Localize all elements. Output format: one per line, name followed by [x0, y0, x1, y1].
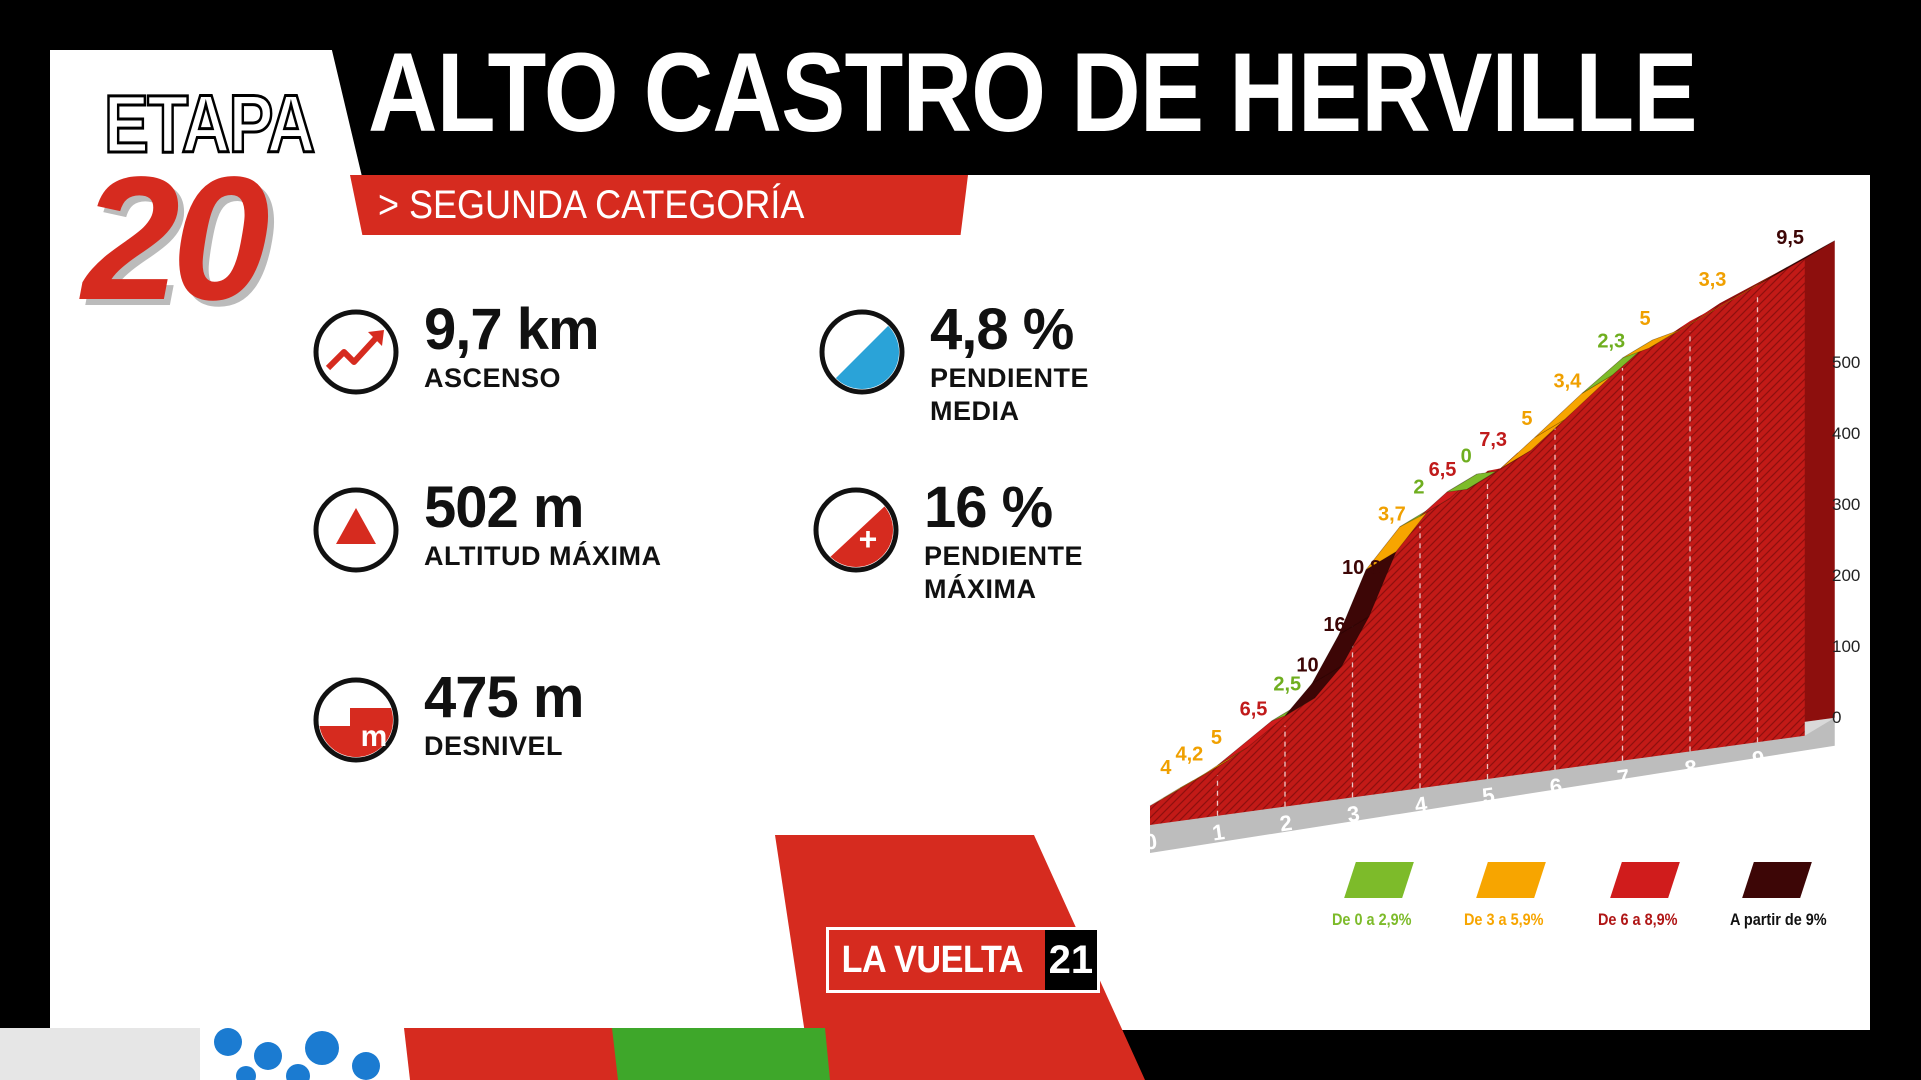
stat-elevation-gain-value: 475 m: [424, 665, 584, 730]
category-label: > SEGUNDA CATEGORÍA: [378, 183, 805, 227]
svg-text:m: m: [361, 720, 388, 753]
grade-label: 3,3: [1699, 269, 1727, 291]
grade-label: 10: [1296, 655, 1318, 677]
x-tick-label: 7: [1616, 764, 1632, 790]
grade-label: 0: [1461, 446, 1472, 468]
stat-elevation-gain-label: DESNIVEL: [424, 731, 564, 761]
svg-text:+: +: [859, 521, 878, 557]
stat-max-gradient-label-2: MÁXIMA: [924, 574, 1037, 604]
category-bar: > SEGUNDA CATEGORÍA: [350, 175, 968, 235]
grade-label: 2,5: [1273, 673, 1301, 695]
grade-label: 4: [1160, 757, 1172, 779]
stat-avg-gradient-label-2: MEDIA: [930, 396, 1020, 426]
grade-label: 4,2: [1175, 744, 1203, 766]
x-tick-label: 4: [1413, 791, 1429, 818]
legend-item-dark: A partir de 9%: [1730, 862, 1827, 929]
x-tick-label: 3: [1346, 801, 1362, 827]
profile-x-ticks: 0 1 2 3 4 5 6 7 8 9: [1143, 746, 1766, 855]
profile-segment: [1757, 240, 1835, 286]
grade-label: 9,5: [1776, 227, 1804, 249]
x-tick-label: 9: [1751, 746, 1767, 772]
x-tick-label: 2: [1278, 810, 1294, 836]
y-tick-label: 500: [1832, 353, 1860, 372]
grade-label: 16: [1323, 614, 1345, 636]
legend-item-red: De 6 a 8,9%: [1598, 862, 1680, 929]
stage-number: 20: [82, 141, 270, 337]
legend-item-green: De 0 a 2,9%: [1332, 862, 1414, 929]
legend-item-orange: De 3 a 5,9%: [1464, 862, 1546, 929]
x-tick-label: 1: [1211, 819, 1227, 845]
y-tick-label: 0: [1832, 708, 1841, 727]
peak-triangle-icon: [313, 487, 399, 573]
profile-top-segments: [1149, 240, 1835, 807]
grade-label: 2: [1413, 477, 1424, 499]
title-bar: [320, 0, 1921, 175]
climb-title: ALTO CASTRO DE HERVILLE: [368, 30, 1698, 155]
x-tick-label: 5: [1481, 782, 1497, 808]
legend-swatch-orange: [1476, 862, 1546, 898]
max-gradient-icon: +: [813, 487, 899, 573]
grade-label: 10,8: [1342, 557, 1381, 579]
profile-grade-labels: 44,256,52,5101610,83,726,507,353,42,353,…: [1160, 227, 1804, 779]
legend-swatch-red: [1610, 862, 1680, 898]
x-tick-label: 8: [1683, 755, 1699, 781]
x-tick-label: 0: [1143, 828, 1159, 854]
grade-label: 6,5: [1240, 698, 1268, 720]
elevation-meter-icon: m: [313, 677, 399, 763]
legend-label-red: De 6 a 8,9%: [1598, 910, 1678, 929]
legend-label-green: De 0 a 2,9%: [1332, 910, 1412, 929]
profile-y-ticks: 0 100 200 300 400 500: [1832, 353, 1860, 727]
stat-max-altitude-value: 502 m: [424, 475, 584, 540]
legend-label-orange: De 3 a 5,9%: [1464, 910, 1544, 929]
stat-avg-gradient-value: 4,8 %: [930, 297, 1074, 362]
stat-ascent-value: 9,7 km: [424, 297, 600, 362]
trend-up-icon: [313, 309, 399, 395]
logo-year: 21: [1044, 930, 1097, 990]
stat-avg-gradient-label: PENDIENTE MEDIA: [930, 362, 1089, 428]
stat-avg-gradient-label-1: PENDIENTE: [930, 363, 1090, 393]
grade-label: 6,5: [1429, 459, 1457, 481]
stat-max-gradient-label: PENDIENTE MÁXIMA: [924, 540, 1083, 606]
y-tick-label: 300: [1832, 495, 1860, 514]
y-tick-label: 400: [1832, 424, 1860, 443]
y-tick-label: 200: [1832, 566, 1860, 585]
la-vuelta-logo: LA VUELTA 21: [826, 927, 1100, 993]
grade-label: 3,4: [1553, 370, 1582, 392]
bottom-color-stripes: [0, 1028, 830, 1080]
legend-swatch-green: [1344, 862, 1414, 898]
grade-label: 5: [1211, 727, 1222, 749]
stat-ascent-label: ASCENSO: [424, 363, 562, 393]
stat-max-gradient-label-1: PENDIENTE: [924, 541, 1084, 571]
grade-label: 3,7: [1378, 503, 1406, 525]
grade-label: 5: [1521, 408, 1532, 430]
y-tick-label: 100: [1832, 637, 1860, 656]
grade-label: 2,3: [1597, 331, 1625, 353]
legend-swatch-dark: [1742, 862, 1812, 898]
average-gradient-icon: [819, 309, 905, 395]
x-tick-label: 6: [1548, 773, 1564, 799]
grade-label: 5: [1639, 308, 1650, 330]
stat-max-altitude-label: ALTITUD MÁXIMA: [424, 541, 662, 571]
stat-max-gradient-value: 16 %: [924, 475, 1053, 540]
stage-word: ETAPA: [103, 78, 317, 172]
grade-label: 7,3: [1479, 429, 1507, 451]
legend-label-dark: A partir de 9%: [1730, 910, 1827, 929]
logo-name: LA VUELTA: [841, 939, 1024, 981]
